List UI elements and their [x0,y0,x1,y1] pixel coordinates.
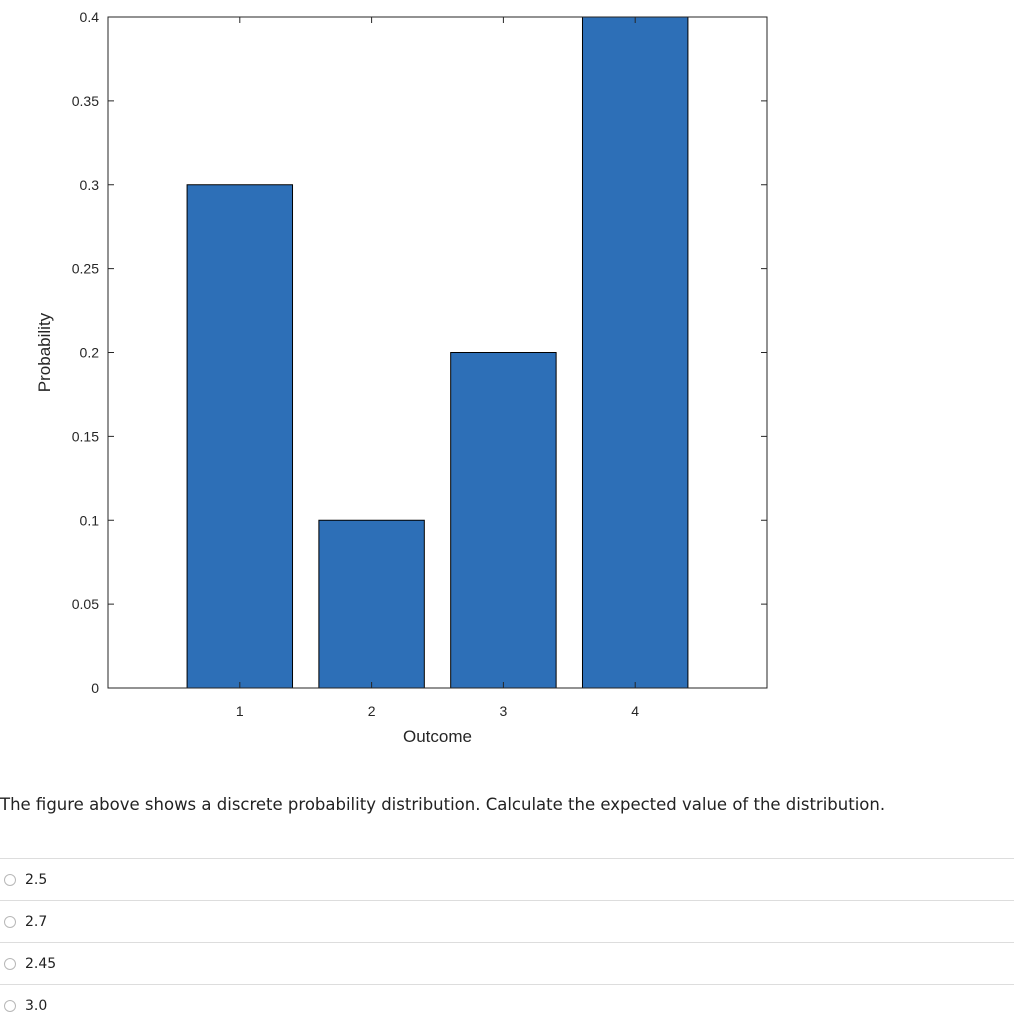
bar-4 [581,16,689,689]
y-tick-label: 0.25 [72,261,99,277]
answer-option-4[interactable]: 3.0 [0,984,1014,1026]
y-tick-label: 0.35 [72,93,99,109]
y-tick-label: 0.3 [80,177,100,193]
y-tick-label: 0.4 [80,9,100,25]
radio-button-icon[interactable] [4,957,16,970]
bar-3 [450,352,557,689]
answer-option-2[interactable]: 2.7 [0,900,1014,942]
answer-label: 2.5 [25,871,48,888]
y-axis-label: Probability [35,312,54,392]
question-text: The figure above shows a discrete probab… [0,795,886,814]
x-axis-label: Outcome [403,727,472,746]
x-tick-label: 4 [631,703,639,719]
y-tick-label: 0.1 [80,512,100,528]
bar-2 [318,519,425,689]
chart: 0 0.05 0.1 0.15 0.2 0.25 0.3 0.35 0.4 1 2 3 4 Outcome… [35,9,768,746]
y-tick-label: 0.15 [72,428,99,444]
x-tick-label: 3 [500,703,508,719]
answer-label: 3.0 [25,997,48,1014]
radio-button-icon[interactable] [4,873,16,886]
radio-button-icon[interactable] [4,999,16,1012]
answer-label: 2.7 [25,913,48,930]
bar-chart-svg: 0 0.05 0.1 0.15 0.2 0.25 0.3 0.35 0.4 1 2 3 4 Outcome… [35,9,768,746]
answer-option-1[interactable]: 2.5 [0,858,1014,900]
answer-option-3[interactable]: 2.45 [0,942,1014,984]
x-tick-label: 2 [368,703,376,719]
x-tick-label: 1 [236,703,244,719]
y-tick-label: 0.05 [72,596,99,612]
bar-1 [186,184,294,689]
answer-label: 2.45 [25,955,57,972]
radio-button-icon[interactable] [4,915,16,928]
plot-area: 0 0.05 0.1 0.15 0.2 0.25 0.3 0.35 0.4 1 2 3 4 Outcome… [35,9,768,746]
answer-list: 2.5 2.7 2.45 3.0 [0,858,1014,1026]
y-tick-label: 0.2 [80,345,100,361]
y-tick-label: 0 [91,680,99,696]
